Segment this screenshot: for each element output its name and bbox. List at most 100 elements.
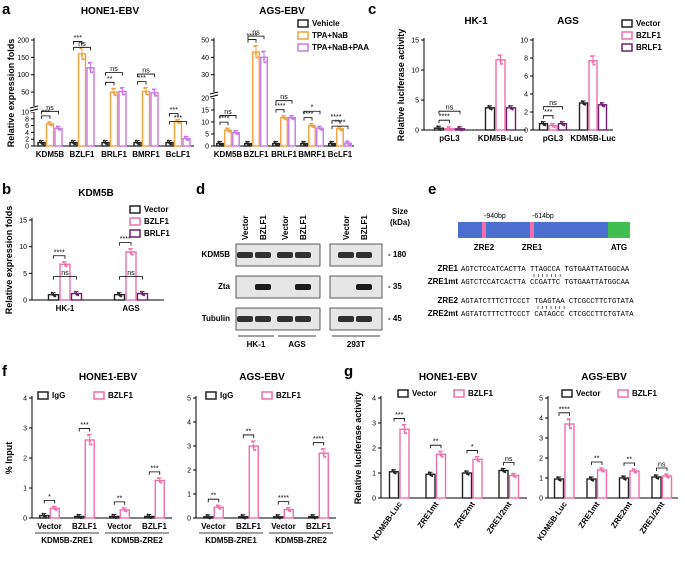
data-point (155, 94, 158, 97)
data-point (70, 139, 73, 142)
chart-title: HONE1-EBV (419, 372, 478, 383)
data-point (125, 510, 128, 513)
legend-swatch (297, 31, 309, 40)
data-point (242, 516, 245, 519)
group-label: HK-1 (247, 340, 266, 349)
data-point (501, 62, 504, 65)
significance-bracket (105, 72, 123, 76)
data-point (166, 139, 169, 142)
zre1-site (530, 222, 534, 238)
legend-swatch (129, 229, 141, 238)
significance-bracket (105, 81, 115, 86)
y-tick-label: 2 (372, 446, 376, 453)
y-tick-label: 20 (201, 96, 209, 103)
data-point (88, 440, 91, 443)
significance-bracket (303, 117, 313, 121)
group-label: KDM5B-ZRE1 (41, 536, 93, 545)
legend-swatch (397, 389, 409, 398)
significance-bracket (219, 121, 229, 126)
legend-swatch (129, 205, 141, 214)
legend-entry: IgG (52, 391, 65, 400)
data-point (219, 507, 222, 510)
significance-bracket (275, 109, 285, 113)
significance-bracket (438, 119, 450, 124)
blot-band (237, 252, 253, 258)
y-tick-label: 0 (524, 128, 528, 135)
significance-label: *** (174, 115, 182, 122)
legend-entry: Vector (636, 19, 660, 28)
data-point (248, 144, 251, 147)
y-axis-label: Relative luciferase activity (353, 392, 363, 505)
significance-bracket (137, 73, 155, 78)
data-point (429, 473, 432, 476)
data-point (274, 143, 278, 146)
axis-break-mark (209, 91, 219, 95)
data-point (392, 471, 396, 474)
y-tick-label: 50 (201, 38, 209, 45)
data-point (111, 87, 114, 90)
significance-label: *** (170, 107, 178, 114)
sequence-text: AGTATCTTTCTTCCCT CATAGCC CTCGCCTTCTGTATA (461, 311, 634, 319)
legend-entry: BZLF1 (276, 391, 301, 400)
bar (629, 470, 640, 499)
significance-bracket (73, 41, 83, 45)
legend-g1: Vector BZLF1 (397, 389, 493, 398)
data-point (73, 290, 76, 293)
legend-swatch (621, 31, 633, 40)
legend-entry: Vector (412, 389, 436, 398)
x-tick-label: BMRF1 (298, 150, 326, 159)
data-point (59, 128, 62, 132)
data-point (77, 294, 80, 297)
bar (316, 127, 324, 147)
significance-bracket (466, 450, 478, 454)
axis-break (210, 92, 218, 98)
data-point (158, 480, 161, 483)
bar (651, 476, 662, 499)
data-point (122, 507, 125, 510)
chart-b: KDM5B 0 5 10 15 Relative expression folds ****… (4, 188, 164, 314)
y-tick-label: 5 (539, 396, 543, 403)
data-point (590, 478, 593, 481)
size-marker: - 35 (388, 282, 402, 291)
sequence-name: ZRE1 (438, 264, 459, 273)
data-point (138, 143, 141, 146)
legend-entry: BRLF1 (636, 43, 662, 52)
data-point (54, 295, 57, 298)
legend-swatch (205, 391, 217, 400)
data-point (508, 104, 511, 108)
blot-row-label: Zta (218, 282, 231, 291)
x-tick-label: ZRE1mt (416, 500, 441, 530)
y-tick-label: 1 (23, 486, 27, 493)
y-tick-label: 0 (539, 496, 543, 503)
chart-c2: AGS 0 2 4 6 8 10 *** ns pGL3 KDM5B-Luc (520, 16, 616, 143)
bar (472, 458, 483, 499)
data-point (148, 516, 151, 519)
bar (109, 91, 119, 147)
data-point (72, 142, 75, 145)
blot-band (356, 316, 372, 322)
y-tick-label: 6 (25, 123, 29, 130)
data-point (207, 516, 210, 519)
legend-entry: BZLF1 (632, 389, 657, 398)
data-point (139, 290, 142, 293)
significance-bracket (656, 467, 668, 471)
legend-b: Vector BZLF1 BRLF1 (129, 205, 170, 238)
y-tick-label: 1 (539, 476, 543, 483)
data-point (514, 476, 517, 479)
data-point (324, 455, 327, 458)
data-point (438, 450, 441, 453)
data-point (151, 88, 154, 91)
data-point (245, 140, 248, 143)
data-point (282, 117, 286, 120)
data-point (278, 517, 281, 520)
data-point (63, 263, 67, 267)
bar (388, 471, 400, 499)
size-header: Size (392, 207, 409, 216)
panel-label-e: e (428, 181, 436, 198)
data-point (309, 122, 312, 125)
panel-label-c: c (368, 1, 376, 18)
bar (45, 123, 55, 147)
data-point (320, 128, 323, 131)
axis-break (30, 106, 38, 112)
data-point (185, 138, 188, 141)
